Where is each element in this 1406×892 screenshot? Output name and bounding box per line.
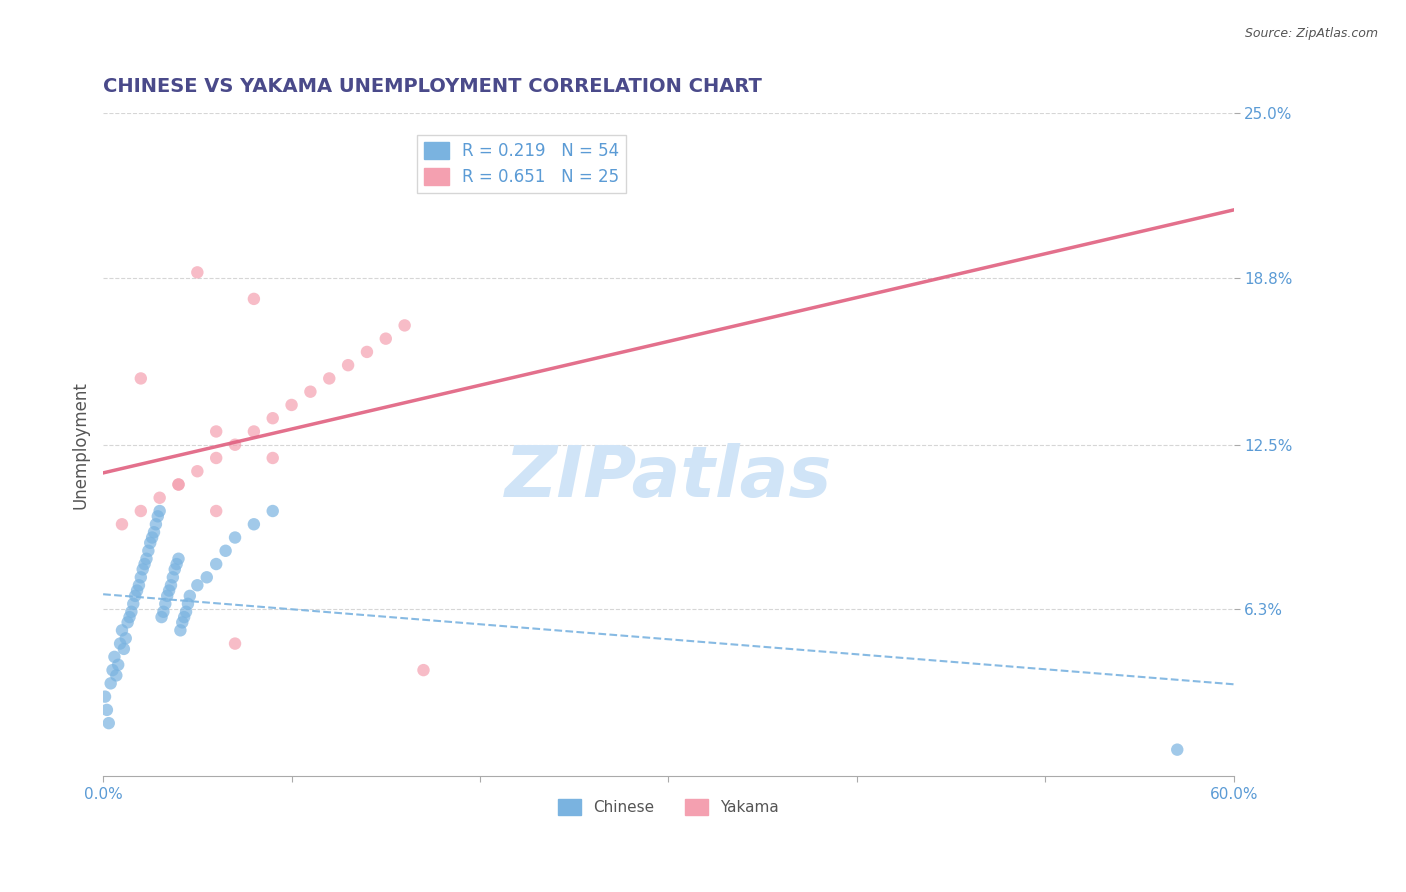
- Point: [149, 491, 172, 505]
- Point: [195, 570, 218, 584]
- Point: [163, 562, 186, 576]
- Point: [214, 543, 236, 558]
- Point: [169, 624, 191, 638]
- Point: [186, 464, 208, 478]
- Point: [224, 531, 246, 545]
- Point: [111, 624, 134, 638]
- Point: [120, 605, 142, 619]
- Point: [156, 589, 179, 603]
- Point: [107, 657, 129, 672]
- Point: [186, 578, 208, 592]
- Point: [122, 597, 145, 611]
- Point: [262, 504, 284, 518]
- Point: [224, 438, 246, 452]
- Point: [186, 265, 208, 279]
- Point: [125, 583, 148, 598]
- Point: [134, 557, 156, 571]
- Point: [160, 578, 183, 592]
- Point: [103, 649, 125, 664]
- Point: [337, 358, 360, 372]
- Point: [205, 425, 228, 439]
- Point: [101, 663, 124, 677]
- Text: ZIPatlas: ZIPatlas: [505, 443, 832, 512]
- Point: [155, 597, 177, 611]
- Text: CHINESE VS YAKAMA UNEMPLOYMENT CORRELATION CHART: CHINESE VS YAKAMA UNEMPLOYMENT CORRELATI…: [103, 78, 762, 96]
- Legend: Chinese, Yakama: Chinese, Yakama: [553, 793, 785, 822]
- Point: [179, 589, 201, 603]
- Point: [299, 384, 322, 399]
- Point: [152, 605, 174, 619]
- Point: [145, 517, 167, 532]
- Point: [94, 690, 117, 704]
- Point: [138, 543, 160, 558]
- Point: [118, 610, 141, 624]
- Point: [243, 425, 266, 439]
- Point: [129, 570, 152, 584]
- Point: [141, 531, 163, 545]
- Point: [205, 504, 228, 518]
- Point: [131, 562, 153, 576]
- Point: [128, 578, 150, 592]
- Point: [117, 615, 139, 630]
- Point: [394, 318, 416, 333]
- Point: [167, 477, 190, 491]
- Point: [96, 703, 118, 717]
- Text: Source: ZipAtlas.com: Source: ZipAtlas.com: [1244, 27, 1378, 40]
- Point: [280, 398, 302, 412]
- Point: [167, 551, 190, 566]
- Point: [97, 716, 120, 731]
- Point: [139, 536, 162, 550]
- Point: [412, 663, 434, 677]
- Point: [205, 557, 228, 571]
- Point: [205, 450, 228, 465]
- Point: [112, 641, 135, 656]
- Point: [173, 610, 195, 624]
- Point: [172, 615, 194, 630]
- Point: [149, 504, 172, 518]
- Point: [111, 517, 134, 532]
- Point: [108, 637, 131, 651]
- Point: [129, 504, 152, 518]
- Point: [224, 637, 246, 651]
- Point: [1166, 742, 1188, 756]
- Point: [114, 632, 136, 646]
- Point: [243, 292, 266, 306]
- Point: [157, 583, 180, 598]
- Point: [129, 371, 152, 385]
- Point: [105, 668, 128, 682]
- Point: [243, 517, 266, 532]
- Point: [356, 345, 378, 359]
- Point: [143, 525, 166, 540]
- Point: [100, 676, 122, 690]
- Point: [150, 610, 173, 624]
- Point: [124, 589, 146, 603]
- Point: [167, 477, 190, 491]
- Point: [177, 597, 200, 611]
- Y-axis label: Unemployment: Unemployment: [72, 381, 89, 508]
- Point: [262, 450, 284, 465]
- Point: [174, 605, 197, 619]
- Point: [374, 332, 396, 346]
- Point: [262, 411, 284, 425]
- Point: [162, 570, 184, 584]
- Point: [135, 551, 157, 566]
- Point: [318, 371, 340, 385]
- Point: [146, 509, 169, 524]
- Point: [166, 557, 188, 571]
